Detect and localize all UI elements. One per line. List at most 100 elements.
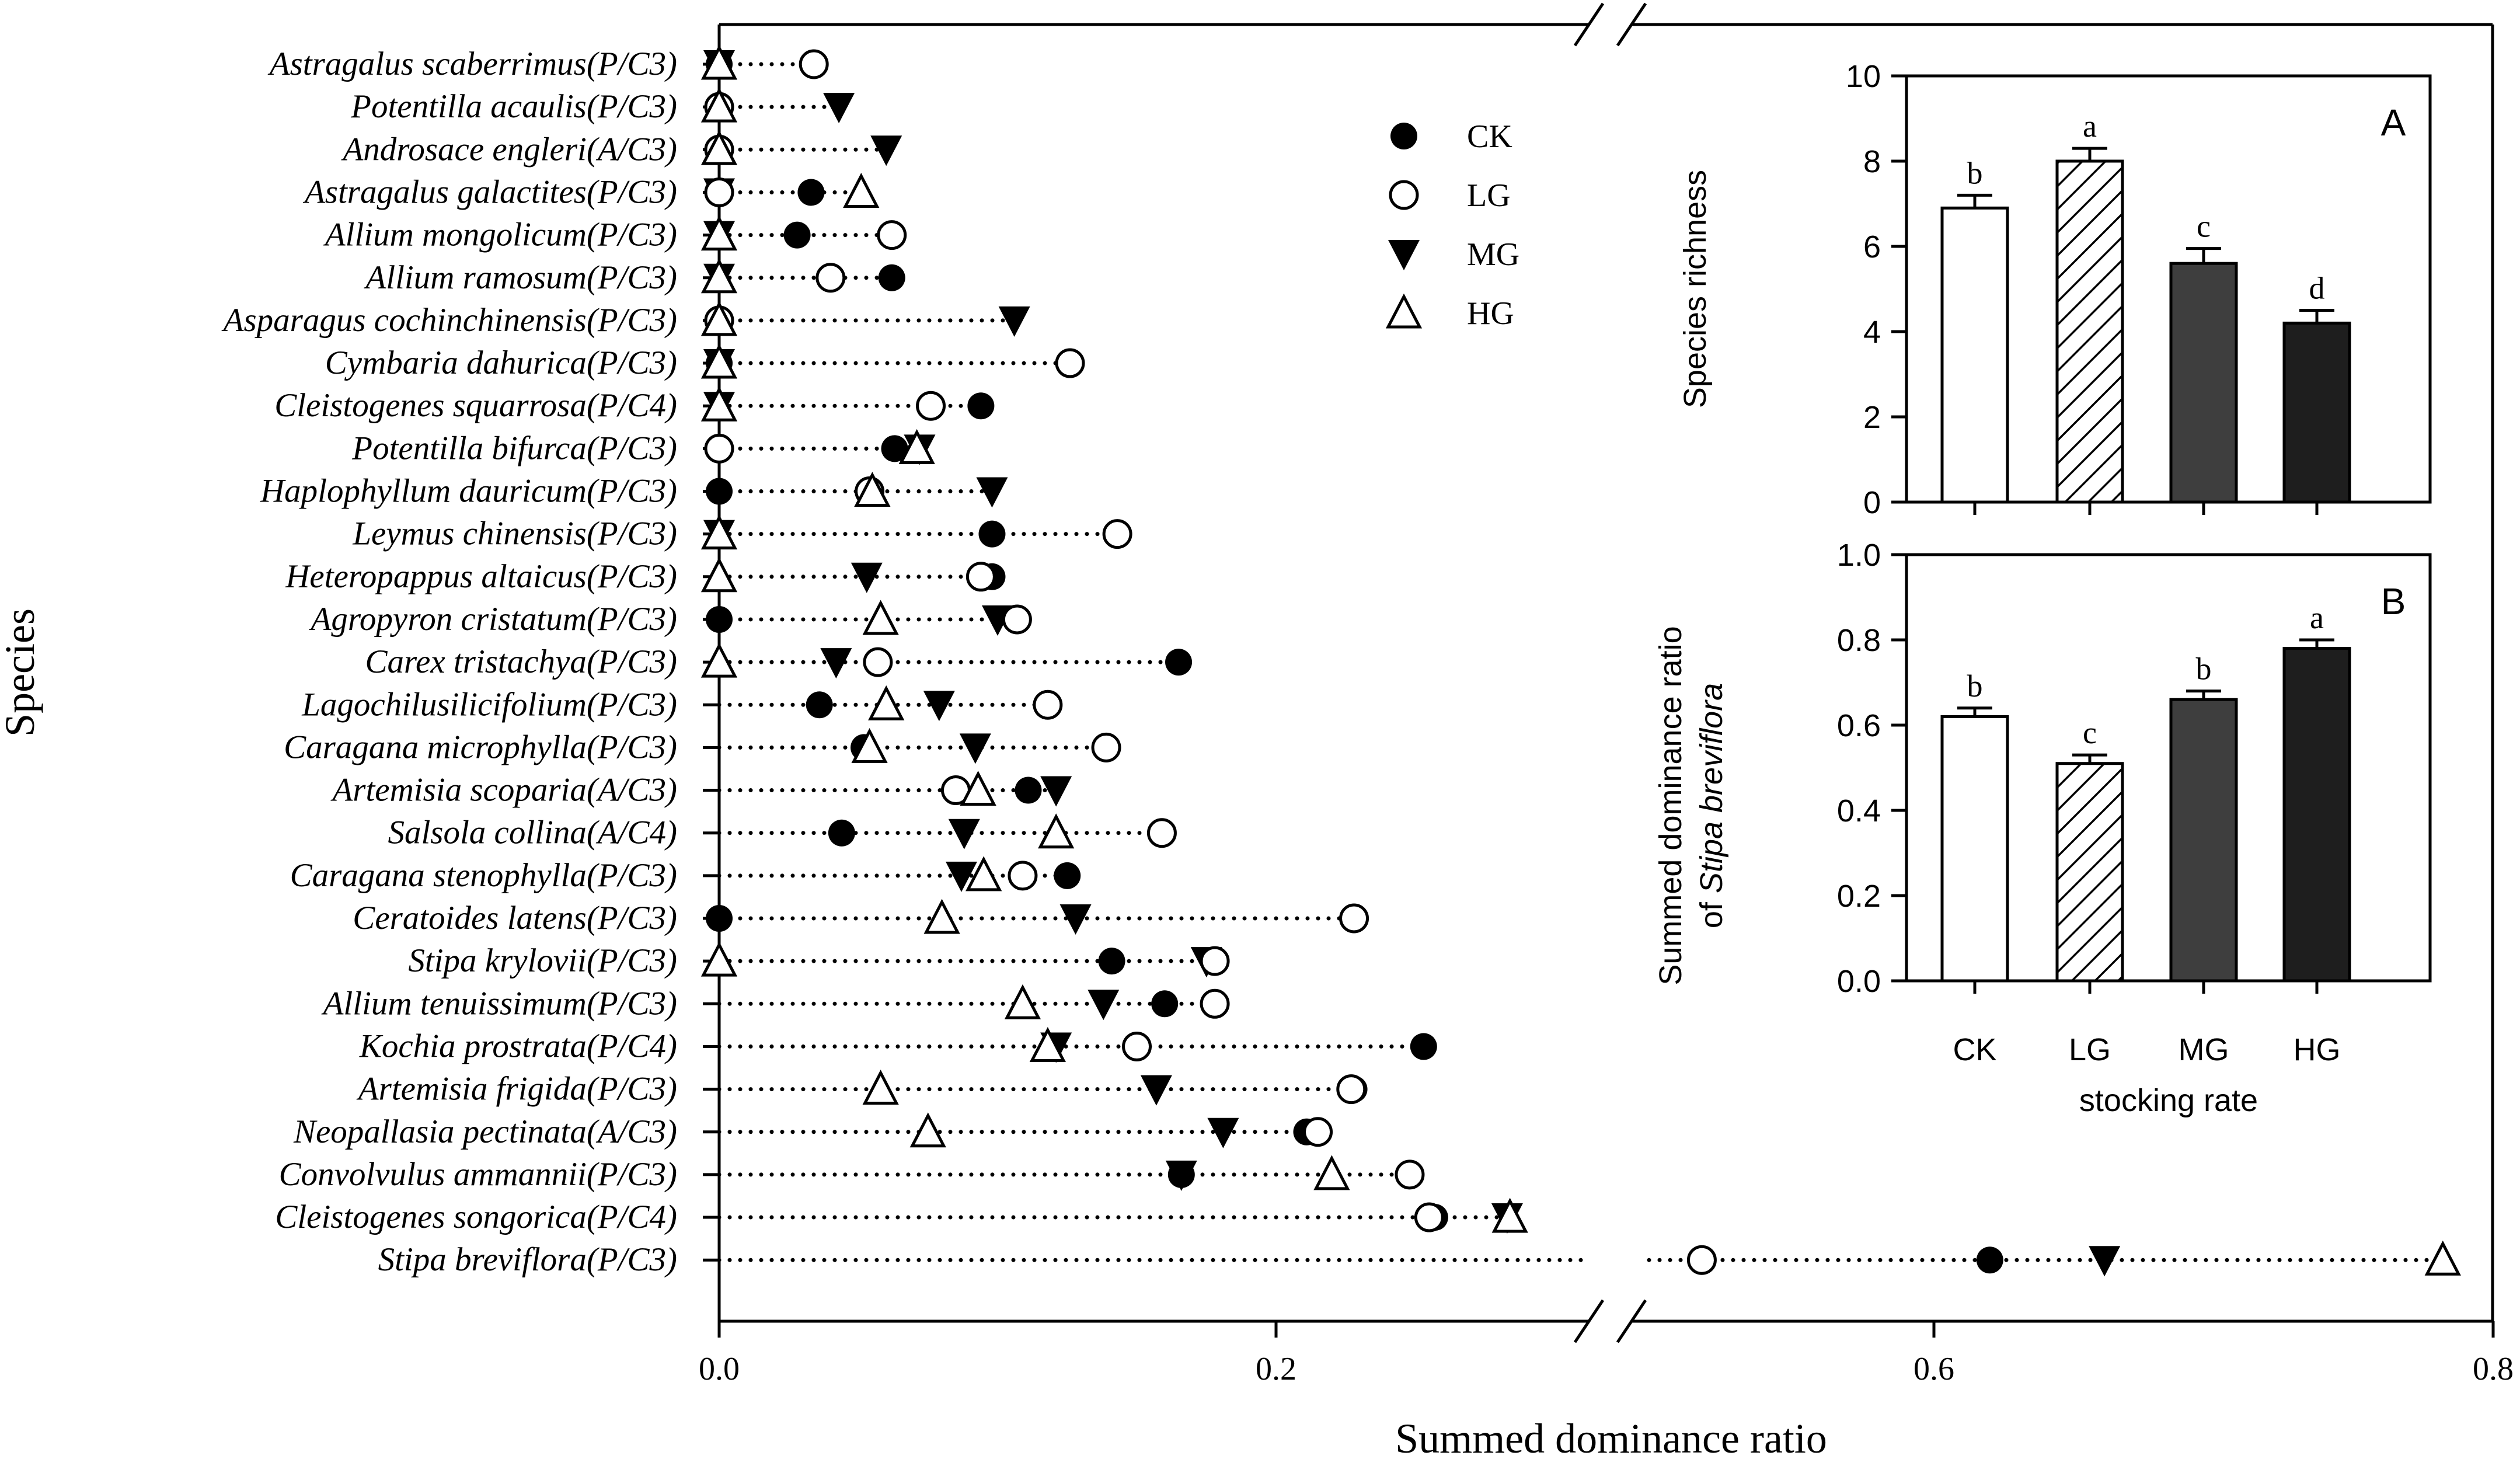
legend-item-lg: LG	[1389, 177, 1511, 214]
species-row: Androsace engleri(A/C3)	[340, 130, 902, 168]
main-axes: 0.0 0.2 0.6 0.8 Summed dominance ratio Specie…	[0, 608, 2514, 1459]
significance-letter: b	[1967, 668, 1983, 704]
marker-ck	[1390, 123, 1417, 149]
species-label: Allium mongolicum(P/C3)	[323, 217, 677, 253]
species-row: Allium ramosum(P/C3)	[363, 258, 905, 296]
species-row: Kochia prostrata(P/C4)	[359, 1027, 1437, 1064]
marker-mg	[1165, 1160, 1197, 1191]
inset-y-tick-label: 8	[1863, 144, 1881, 179]
species-label: Heteropappus altaicus(P/C3)	[285, 558, 677, 595]
marker-hg	[700, 301, 738, 336]
inset-y-tick-label: 0.6	[1837, 708, 1881, 743]
inset-b-y-title-line2: of Stipa breviflora	[1694, 683, 1729, 928]
species-row: Stipa breviflora(P/C3)	[378, 1240, 2461, 1278]
marker-ck	[881, 435, 908, 462]
species-rows: Astragalus scaberrimus(P/C3) Potentilla a…	[221, 44, 2461, 1278]
species-label: Astragalus galactites(P/C3)	[302, 173, 677, 210]
species-row: Artemisia frigida(P/C3)	[356, 1070, 1368, 1108]
marker-mg	[1059, 904, 1092, 935]
marker-mg	[923, 691, 955, 722]
marker-ck	[978, 520, 1006, 548]
species-row: Carex tristachya(P/C3)	[365, 642, 1193, 680]
marker-mg	[1388, 240, 1420, 270]
marker-mg	[959, 733, 991, 764]
inset-x-title: stocking rate	[2079, 1083, 2258, 1118]
marker-hg	[1038, 813, 1075, 849]
marker-ck	[878, 264, 905, 291]
inset-y-tick-label: 0.4	[1837, 793, 1881, 828]
inset-chart-b: 0.0 0.2 0.4 0.6 0.8 1.0 b c b a B Summed dominance …	[1653, 538, 2432, 1118]
marker-ck	[1054, 862, 1081, 889]
species-label: Artemisia frigida(P/C3)	[356, 1071, 677, 1108]
bar-hg	[2282, 321, 2351, 504]
marker-hg	[862, 600, 899, 635]
species-label: Leymus chinensis(P/C3)	[352, 516, 677, 552]
inset-b-y-title-species: Stipa breviflora	[1694, 683, 1729, 893]
marker-hg	[868, 685, 905, 720]
marker-mg	[998, 306, 1030, 337]
marker-hg	[700, 130, 738, 165]
marker-hg	[2424, 1240, 2461, 1276]
marker-lg	[1008, 861, 1038, 891]
species-row: Salsola collina(A/C4)	[388, 813, 1177, 851]
marker-lg	[1336, 1074, 1367, 1105]
x-tick-label: 0.8	[2473, 1351, 2514, 1387]
marker-hg	[700, 557, 738, 593]
marker-hg	[700, 343, 738, 379]
species-label: Lagochilusilicifolium(P/C3)	[301, 686, 677, 723]
bar-hg	[2282, 647, 2351, 983]
species-row: Potentilla acaulis(P/C3)	[350, 87, 855, 125]
species-row: Lagochilusilicifolium(P/C3)	[301, 685, 1063, 723]
marker-ck	[797, 179, 825, 206]
marker-mg	[1040, 776, 1072, 807]
marker-lg	[1122, 1031, 1152, 1061]
marker-hg	[700, 215, 738, 251]
species-row: Asparagus cochinchinensis(P/C3)	[221, 301, 1030, 339]
x-axis-title: Summed dominance ratio	[1395, 1415, 1827, 1459]
marker-hg	[700, 44, 738, 80]
species-label: Stipa krylovii(P/C3)	[408, 942, 677, 979]
inset-frame	[1905, 74, 2432, 504]
species-label: Caragana microphylla(P/C3)	[284, 729, 677, 765]
marker-hg	[843, 173, 880, 208]
marker-ck	[806, 691, 833, 719]
significance-letter: b	[2196, 652, 2212, 687]
species-row: Cymbaria dahurica(P/C3)	[325, 343, 1085, 381]
marker-mg	[1140, 1075, 1172, 1106]
legend-item-hg: HG	[1385, 293, 1514, 332]
marker-hg	[909, 1112, 946, 1148]
inset-x-tick-label: CK	[1953, 1032, 1996, 1067]
marker-hg	[1004, 984, 1041, 1019]
marker-mg	[1088, 990, 1120, 1021]
marker-lg	[815, 263, 846, 293]
species-label: Potentilla acaulis(P/C3)	[350, 88, 677, 125]
significance-letter: c	[2083, 715, 2097, 750]
marker-mg	[823, 93, 855, 124]
inset-x-tick-label: LG	[2069, 1032, 2111, 1067]
marker-lg	[966, 562, 996, 592]
species-row: Agropyron cristatum(P/C3)	[309, 600, 1032, 638]
marker-lg	[863, 647, 893, 677]
marker-lg	[1200, 946, 1230, 976]
species-label: Carex tristachya(P/C3)	[365, 643, 677, 680]
inset-y-tick-label: 2	[1863, 400, 1881, 435]
marker-mg	[851, 562, 883, 593]
marker-lg	[1055, 348, 1085, 378]
x-tick-label: 0.6	[1913, 1351, 1954, 1387]
species-row: Potentilla bifurca(P/C3)	[351, 429, 936, 466]
marker-lg	[1395, 1159, 1425, 1190]
marker-lg	[1339, 903, 1369, 934]
species-label: Astragalus scaberrimus(P/C3)	[267, 46, 677, 82]
axis-break-mark	[1573, 1299, 1605, 1343]
species-label: Ceratoides latens(P/C3)	[353, 900, 677, 936]
legend: CK LG MG HG	[1385, 119, 1519, 332]
species-label: Androsace engleri(A/C3)	[340, 131, 677, 168]
species-label: Artemisia scoparia(A/C3)	[330, 772, 677, 809]
marker-ck	[828, 819, 855, 847]
species-row: Astragalus scaberrimus(P/C3)	[267, 44, 829, 82]
species-row: Leymus chinensis(P/C3)	[352, 514, 1132, 552]
inset-y-tick-label: 0.8	[1837, 623, 1881, 658]
species-label: Cleistogenes songorica(P/C4)	[275, 1199, 677, 1235]
x-tick-label: 0.0	[699, 1351, 740, 1387]
